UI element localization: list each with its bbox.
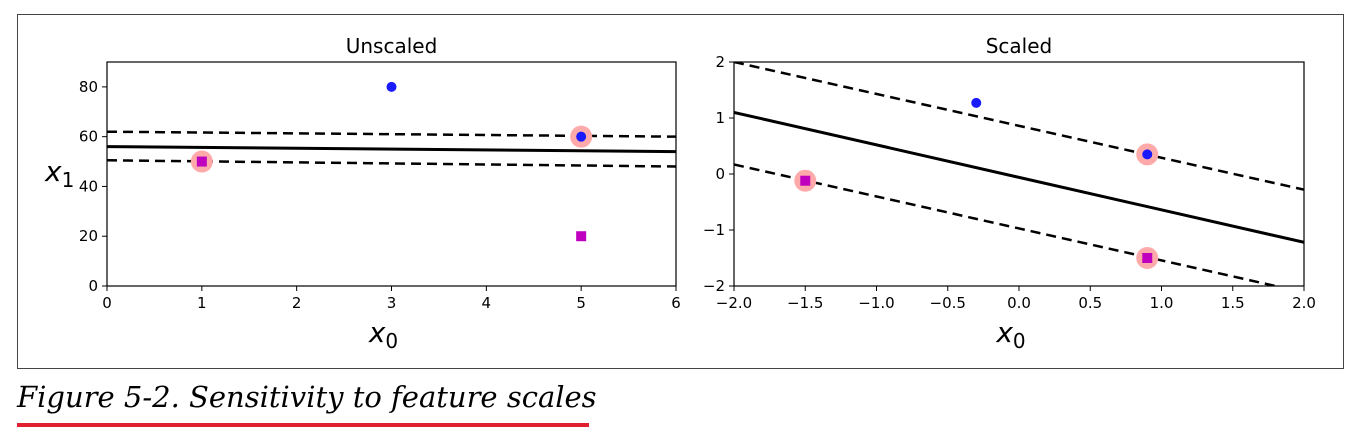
chart-2-xlabel-main: x	[995, 316, 1013, 349]
chart-1-point-circle	[386, 81, 397, 92]
chart-2-xtick-label: −2.0	[716, 294, 752, 312]
chart-2-margin-line	[734, 62, 1304, 191]
chart-1-ytick-label: 80	[79, 78, 98, 96]
chart-2-xtick-label: −1.0	[858, 294, 894, 312]
chart-1-xtick-label: 2	[292, 294, 302, 312]
chart-1-ylabel-subscript: 1	[62, 168, 75, 192]
chart-1-ytick-label: 20	[79, 227, 98, 245]
chart-2-axes-frame	[733, 61, 1305, 287]
chart-2-xlabel-subscript: 0	[1013, 329, 1026, 353]
chart-2-margin-line	[734, 163, 1276, 286]
chart-1-xtick-label: 5	[576, 294, 586, 312]
chart-1-xlabel: x0	[368, 316, 398, 353]
chart-2-ytick-label: 1	[715, 109, 725, 127]
figure-frame	[17, 14, 1344, 369]
chart-2-decision-boundary	[734, 110, 1304, 244]
caption-underline	[17, 423, 589, 427]
chart-1-ylabel: x1	[44, 155, 74, 192]
chart-2-ytick-label: 2	[715, 53, 725, 71]
figure-caption: Figure 5-2. Sensitivity to feature scale…	[17, 380, 597, 414]
chart-2-point-square	[1142, 253, 1153, 263]
chart-1-ylabel-main: x	[44, 155, 62, 188]
chart-2-xtick-label: −1.5	[787, 294, 823, 312]
chart-2-xtick-label: −0.5	[930, 294, 966, 312]
chart-1-xtick-label: 1	[197, 294, 207, 312]
chart-2-xtick-label: 0.0	[1007, 294, 1031, 312]
chart-1-ytick-label: 40	[79, 177, 98, 195]
chart-1-point-square	[196, 156, 207, 167]
chart-1-xlabel-subscript: 0	[385, 329, 398, 353]
chart-1-title: Unscaled	[346, 34, 438, 58]
chart-1-ytick-label: 0	[88, 277, 98, 295]
chart-1-point-circle	[576, 131, 587, 142]
chart-2-xlabel: x0	[995, 316, 1025, 353]
chart-2-ytick-label: −2	[703, 277, 725, 295]
chart-1-xtick-label: 3	[387, 294, 397, 312]
chart-1-decision-boundary	[107, 145, 676, 154]
chart-1-ytick-label: 60	[79, 128, 98, 146]
chart-2-ytick-label: 0	[715, 165, 725, 183]
chart-1-xlabel-main: x	[368, 316, 386, 349]
chart-1-xtick-label: 4	[482, 294, 492, 312]
chart-1-point-square	[576, 231, 587, 242]
chart-2-xtick-label: 2.0	[1292, 294, 1316, 312]
chart-2-xtick-label: 0.5	[1078, 294, 1102, 312]
chart-1-xtick-label: 0	[102, 294, 112, 312]
chart-2-point-square	[800, 175, 811, 186]
chart-1-axes-frame	[106, 61, 677, 287]
chart-1-xtick-label: 6	[671, 294, 681, 312]
chart-2-ytick-label: −1	[703, 221, 725, 239]
chart-2-title: Scaled	[986, 34, 1053, 58]
chart-2-xtick-label: 1.5	[1221, 294, 1245, 312]
chart-2-xtick-label: 1.0	[1150, 294, 1174, 312]
chart-2-point-circle	[971, 97, 982, 108]
chart-2-point-circle	[1142, 149, 1153, 160]
